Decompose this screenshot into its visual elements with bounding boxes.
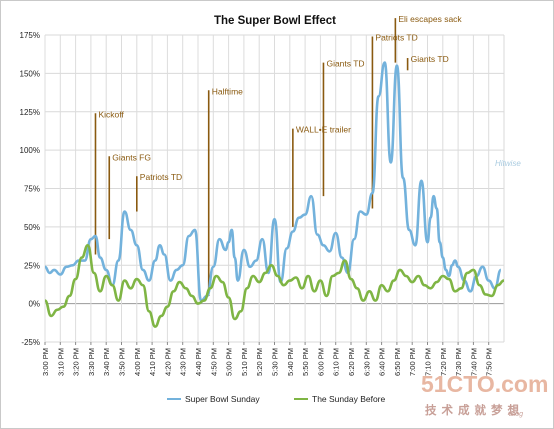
legend-label-super-bowl-sunday: Super Bowl Sunday (185, 394, 260, 404)
x-tick-label-7-50-pm: 7:50 PM (485, 348, 494, 376)
x-tick-label-6-10-pm: 6:10 PM (332, 348, 341, 376)
x-tick-label-3-30-pm: 3:30 PM (87, 348, 96, 376)
legend-label-the-sunday-before: The Sunday Before (312, 394, 386, 404)
x-tick-label-5-00-pm: 5:00 PM (225, 348, 234, 376)
grid-lines (44, 34, 505, 343)
y-tick-label-150: 150% (20, 69, 40, 78)
x-tick-label-3-40-pm: 3:40 PM (102, 348, 111, 376)
y-tick-label-25: 25% (24, 261, 40, 270)
x-tick-label-6-20-pm: 6:20 PM (347, 348, 356, 376)
annotation-label-giants-td-5: Giants TD (326, 59, 364, 69)
watermark-blog-tag: Blog (509, 411, 524, 418)
hitwise-watermark: Hitwise (495, 159, 521, 168)
y-tick-label-50: 50% (24, 223, 40, 232)
annotation-label-giants-fg-1: Giants FG (112, 152, 151, 162)
x-tick-label-4-20-pm: 4:20 PM (163, 348, 172, 376)
x-tick-label-3-00-pm: 3:00 PM (41, 348, 50, 376)
x-tick-label-3-20-pm: 3:20 PM (72, 348, 81, 376)
x-tick-label-6-40-pm: 6:40 PM (378, 348, 387, 376)
x-tick-label-5-50-pm: 5:50 PM (301, 348, 310, 376)
x-tick-label-4-10-pm: 4:10 PM (148, 348, 157, 376)
annotation-label-patriots-td-2: Patriots TD (140, 172, 182, 182)
x-tick-label-7-00-pm: 7:00 PM (408, 348, 417, 376)
x-tick-label-4-30-pm: 4:30 PM (179, 348, 188, 376)
annotation-label-kickoff-0: Kickoff (98, 109, 124, 119)
annotation-label-giants-td-8: Giants TD (411, 54, 449, 64)
y-tick-label-0: 0% (28, 300, 40, 309)
x-axis: 3:00 PM 3:10 PM 3:20 PM 3:30 PM 3:40 PM 3:50 … (41, 342, 494, 376)
watermark-logo-text: 51CTO.com (421, 371, 549, 397)
watermark-slogan: 技术成就梦想 (425, 403, 524, 417)
x-tick-label-6-30-pm: 6:30 PM (362, 348, 371, 376)
annotation-label-patriots-td-6: Patriots TD (375, 33, 417, 43)
x-tick-label-3-50-pm: 3:50 PM (118, 348, 127, 376)
series-line-the-sunday-before (44, 244, 505, 328)
x-tick-label-7-20-pm: 7:20 PM (439, 348, 448, 376)
annotation-label-halftime-3: Halftime (212, 86, 243, 96)
y-tick-label-100: 100% (20, 146, 40, 155)
y-tick-label-75: 75% (24, 185, 40, 194)
x-tick-label-4-40-pm: 4:40 PM (194, 348, 203, 376)
x-tick-label-5-30-pm: 5:30 PM (271, 348, 280, 376)
chart-title: The Super Bowl Effect (214, 15, 336, 27)
x-tick-label-5-10-pm: 5:10 PM (240, 348, 249, 376)
series-lines (44, 61, 505, 328)
x-tick-label-5-20-pm: 5:20 PM (255, 348, 264, 376)
y-axis: -25% 0% 25% 50% 75% 100% 125% 150% 175% (20, 31, 40, 347)
x-tick-label-6-00-pm: 6:00 PM (316, 348, 325, 376)
x-tick-label-3-10-pm: 3:10 PM (56, 348, 65, 376)
annotation-label-eli-escapes-sack-7: Eli escapes sack (398, 14, 462, 24)
x-tick-label-5-40-pm: 5:40 PM (286, 348, 295, 376)
y-tick-label-175: 175% (20, 31, 40, 40)
x-tick-label-4-00-pm: 4:00 PM (133, 348, 142, 376)
y-tick-label-25: -25% (21, 338, 40, 347)
x-tick-label-7-10-pm: 7:10 PM (424, 348, 433, 376)
x-tick-label-6-50-pm: 6:50 PM (393, 348, 402, 376)
legend: Super Bowl Sunday The Sunday Before (167, 394, 386, 404)
x-tick-label-7-40-pm: 7:40 PM (469, 348, 478, 376)
x-tick-label-4-50-pm: 4:50 PM (209, 348, 218, 376)
x-tick-label-7-30-pm: 7:30 PM (454, 348, 463, 376)
y-tick-label-125: 125% (20, 108, 40, 117)
